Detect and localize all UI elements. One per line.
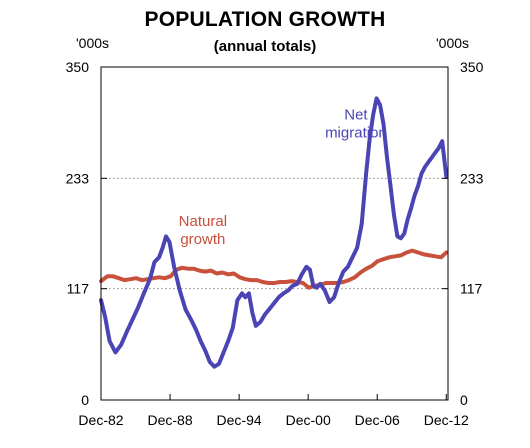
- chart-subtitle: (annual totals): [213, 38, 317, 55]
- x-tick-label: Dec-94: [217, 412, 262, 428]
- x-tick-label: Dec-12: [424, 412, 469, 428]
- y-tick-label-right: 233: [460, 170, 484, 186]
- x-tick-label: Dec-82: [78, 412, 123, 428]
- y-tick-label-left: 117: [67, 281, 90, 297]
- y-tick-label-left: 233: [66, 170, 90, 186]
- series-label-natural-growth: Natural: [179, 213, 227, 230]
- y-tick-label-right: 117: [460, 281, 483, 297]
- y-tick-label-left: 0: [81, 392, 89, 408]
- chart-title: POPULATION GROWTH: [144, 8, 386, 31]
- y-axis-unit-right: '000s: [436, 35, 469, 51]
- series-line-natural-growth: [99, 248, 449, 290]
- plot-frame: [100, 66, 449, 401]
- x-tick-label: Dec-06: [355, 412, 400, 428]
- x-tick-label: Dec-88: [147, 412, 192, 428]
- series-layer: [99, 96, 449, 369]
- x-tick-label: Dec-00: [286, 412, 331, 428]
- series-label-natural-growth: growth: [180, 231, 225, 248]
- series-label-net-migration: Net: [344, 106, 368, 123]
- y-tick-label-right: 350: [460, 59, 484, 75]
- series-line-net-migration: [99, 96, 449, 369]
- y-tick-label-left: 350: [66, 59, 90, 75]
- y-tick-label-right: 0: [460, 392, 468, 408]
- x-tick-marks: [100, 66, 448, 401]
- y-axis-unit-left: '000s: [76, 35, 109, 51]
- labels-layer: 0 0 117 117 233 233 350 350 Dec-82 Dec-88 Dec-94 De…: [66, 59, 484, 428]
- series-label-net-migration: migration: [325, 124, 387, 141]
